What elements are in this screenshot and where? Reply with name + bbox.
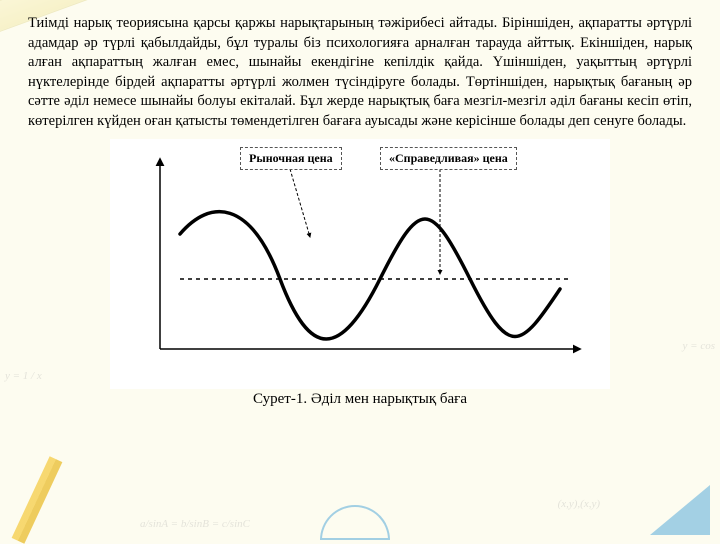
- bg-formula-3: (x,y),(x,y): [558, 498, 600, 510]
- main-paragraph: Тиімді нарық теориясына қарсы қаржы нары…: [28, 14, 692, 131]
- chart-svg: [110, 139, 610, 389]
- protractor-decoration: [320, 505, 390, 540]
- bg-formula-4: a/sinA = b/sinB = c/sinC: [140, 518, 250, 530]
- market-price-label: Рыночная цена: [240, 147, 342, 170]
- page-content: Тиімді нарық теориясына қарсы қаржы нары…: [0, 0, 720, 408]
- pencil-decoration: [12, 456, 63, 543]
- fair-price-label: «Справедливая» цена: [380, 147, 517, 170]
- figure-caption: Сурет-1. Әділ мен нарықтық баға: [28, 391, 692, 408]
- price-figure: Рыночная цена «Справедливая» цена: [110, 139, 610, 389]
- triangle-decoration: [650, 485, 710, 535]
